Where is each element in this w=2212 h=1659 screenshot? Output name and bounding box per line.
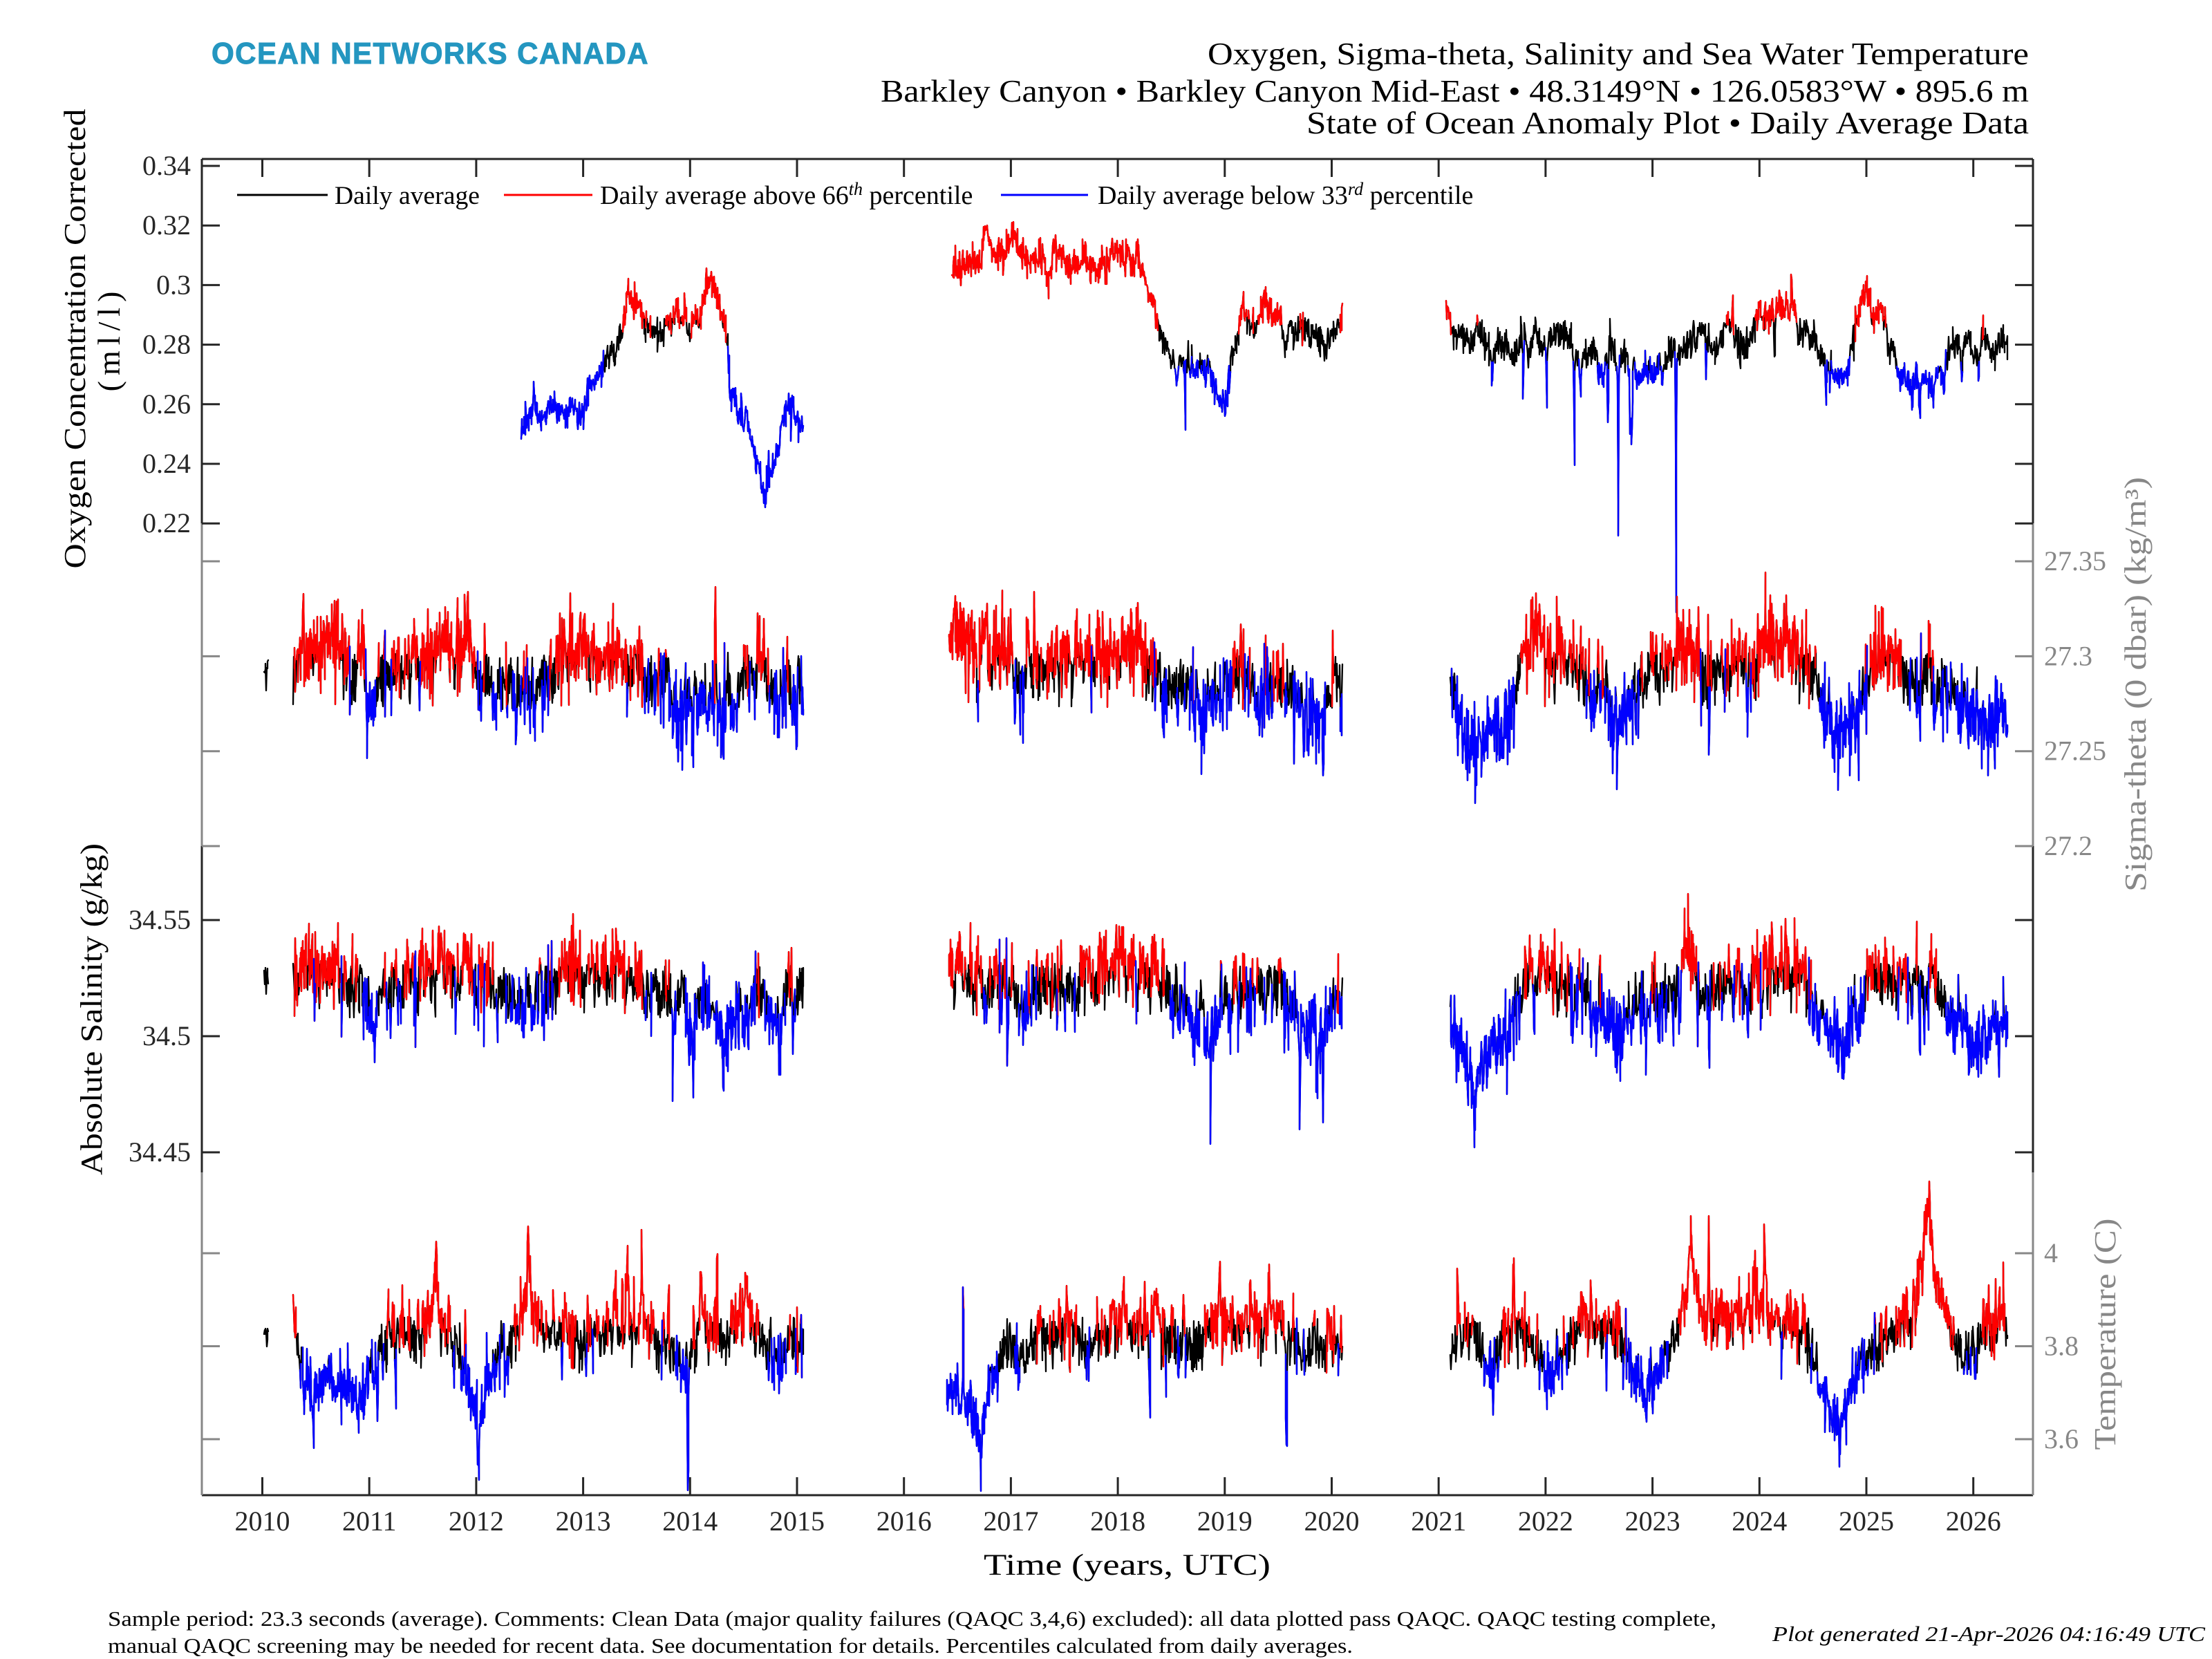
svg-text:2016: 2016 [877, 1506, 932, 1537]
svg-text:0.24: 0.24 [142, 448, 191, 479]
svg-text:2012: 2012 [449, 1506, 504, 1537]
svg-text:2015: 2015 [769, 1506, 825, 1537]
svg-text:Plot generated 21-Apr-2026 04:: Plot generated 21-Apr-2026 04:16:49 UTC [1772, 1622, 2206, 1646]
svg-text:27.2: 27.2 [2044, 830, 2092, 861]
svg-text:2022: 2022 [1518, 1506, 1573, 1537]
svg-text:4: 4 [2044, 1237, 2058, 1268]
svg-text:2014: 2014 [662, 1506, 718, 1537]
svg-text:2019: 2019 [1197, 1506, 1253, 1537]
svg-text:Time (years, UTC): Time (years, UTC) [984, 1549, 1271, 1582]
svg-text:2010: 2010 [235, 1506, 290, 1537]
svg-text:OCEAN NETWORKS CANADA: OCEAN NETWORKS CANADA [212, 37, 649, 71]
svg-text:34.45: 34.45 [129, 1136, 191, 1168]
svg-text:Daily average above 66th perce: Daily average above 66th percentile [600, 179, 973, 210]
svg-text:0.26: 0.26 [142, 388, 191, 420]
svg-text:2024: 2024 [1732, 1506, 1787, 1537]
svg-text:2017: 2017 [983, 1506, 1038, 1537]
svg-text:Barkley Canyon • Barkley Canyo: Barkley Canyon • Barkley Canyon Mid-East… [881, 73, 2029, 109]
svg-text:34.55: 34.55 [129, 904, 191, 935]
svg-text:2018: 2018 [1090, 1506, 1145, 1537]
svg-text:2021: 2021 [1411, 1506, 1466, 1537]
svg-text:0.22: 0.22 [142, 507, 191, 538]
svg-text:2013: 2013 [556, 1506, 611, 1537]
svg-text:27.25: 27.25 [2044, 735, 2106, 767]
svg-text:Daily average: Daily average [335, 182, 480, 210]
svg-text:2025: 2025 [1839, 1506, 1894, 1537]
svg-text:Temperature (C): Temperature (C) [2088, 1219, 2122, 1450]
svg-text:27.35: 27.35 [2044, 545, 2106, 577]
svg-text:Daily average below 33rd perce: Daily average below 33rd percentile [1098, 179, 1473, 210]
svg-text:State of Ocean Anomaly Plot •: State of Ocean Anomaly Plot • Daily Aver… [1306, 105, 2029, 140]
svg-text:2026: 2026 [1946, 1506, 2001, 1537]
svg-text:Oxygen, Sigma-theta, Salinity: Oxygen, Sigma-theta, Salinity and Sea Wa… [1208, 36, 2029, 71]
svg-text:34.5: 34.5 [142, 1020, 191, 1051]
svg-text:3.8: 3.8 [2044, 1331, 2079, 1362]
svg-text:Oxygen Concentration Corrected: Oxygen Concentration Corrected [58, 109, 92, 569]
svg-text:2023: 2023 [1625, 1506, 1680, 1537]
svg-text:0.28: 0.28 [142, 329, 191, 360]
svg-text:0.32: 0.32 [142, 209, 191, 241]
svg-text:0.34: 0.34 [142, 150, 191, 181]
svg-text:0.3: 0.3 [156, 269, 191, 300]
svg-text:3.6: 3.6 [2044, 1423, 2079, 1454]
svg-text:(ml/l): (ml/l) [91, 286, 126, 392]
svg-text:Absolute Salinity (g/kg): Absolute Salinity (g/kg) [75, 843, 109, 1175]
svg-text:27.3: 27.3 [2044, 640, 2092, 671]
svg-text:manual QAQC screening may be n: manual QAQC screening may be needed for … [108, 1633, 1353, 1658]
svg-text:Sample period: 23.3 seconds (a: Sample period: 23.3 seconds (average). C… [108, 1606, 1716, 1631]
svg-text:2011: 2011 [342, 1506, 397, 1537]
svg-text:2020: 2020 [1304, 1506, 1360, 1537]
svg-text:Sigma-theta (0 dbar) (kg/m³): Sigma-theta (0 dbar) (kg/m³) [2119, 477, 2153, 892]
